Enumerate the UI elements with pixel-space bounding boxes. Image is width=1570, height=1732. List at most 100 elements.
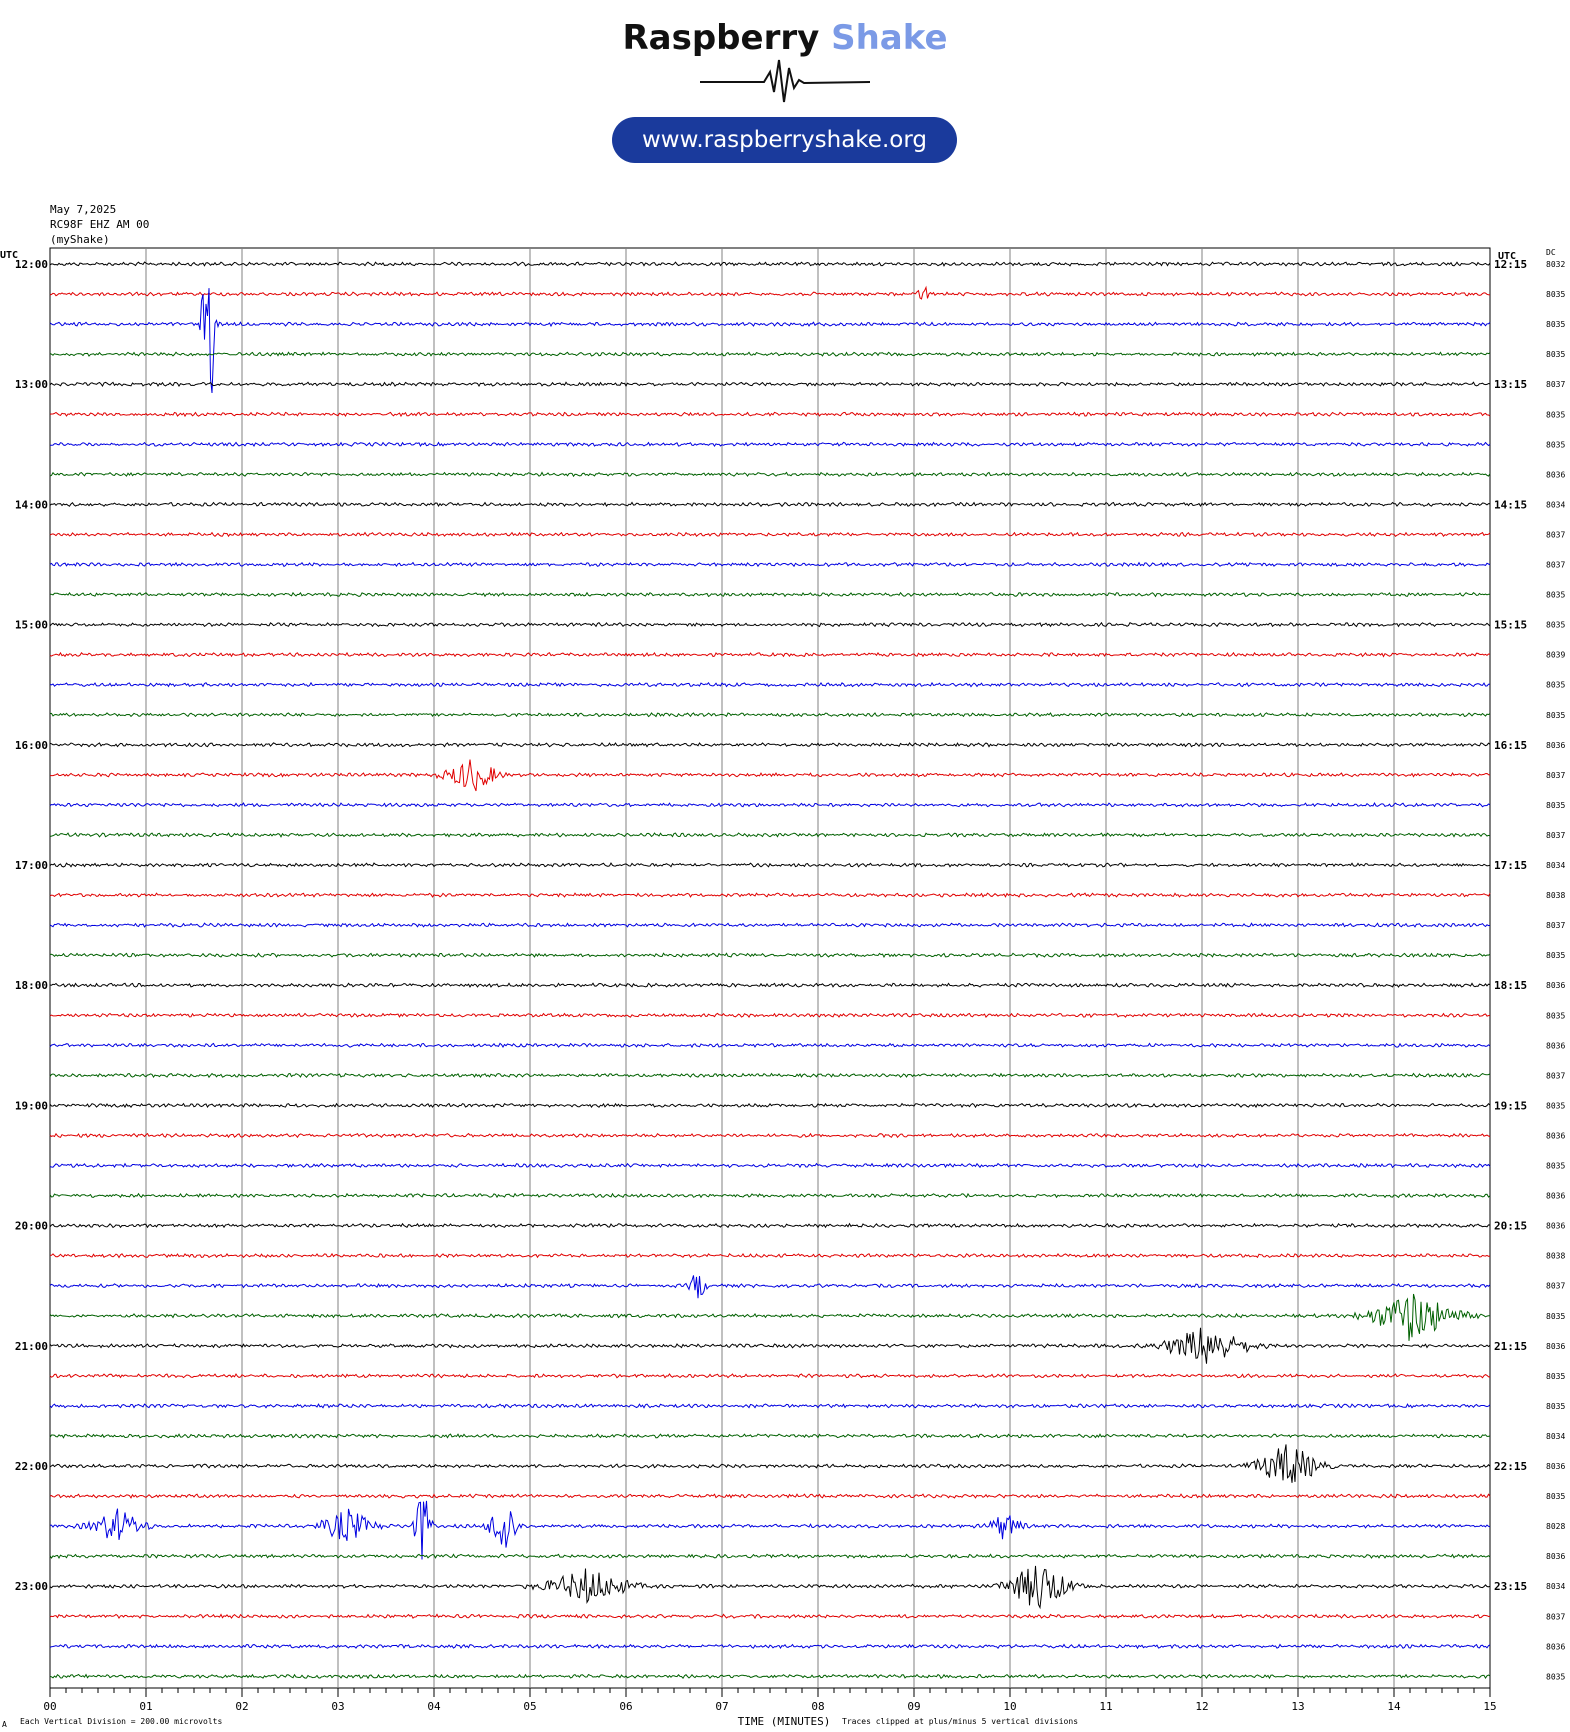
trace-line bbox=[49, 1673, 1491, 1680]
x-tick-label: 10 bbox=[1003, 1700, 1016, 1713]
trace-line bbox=[49, 1072, 1491, 1079]
trace-line bbox=[49, 681, 1491, 688]
dc-value: 8035 bbox=[1546, 410, 1565, 419]
hour-label-right: 20:15 bbox=[1494, 1220, 1527, 1233]
trace-line bbox=[49, 411, 1491, 418]
trace-line bbox=[49, 561, 1491, 568]
plot-frame bbox=[49, 247, 1491, 1689]
trace-line bbox=[49, 471, 1491, 478]
hour-label-left: 18:00 bbox=[15, 979, 48, 992]
trace-line bbox=[49, 261, 1491, 267]
x-tick-label: 12 bbox=[1195, 1700, 1208, 1713]
corner-mark: A bbox=[2, 1720, 7, 1729]
trace-line bbox=[49, 1493, 1491, 1499]
dc-value: 8032 bbox=[1546, 260, 1565, 269]
dc-value: 8036 bbox=[1546, 1222, 1565, 1231]
dc-value: 8034 bbox=[1546, 861, 1565, 870]
trace-line bbox=[49, 285, 1491, 300]
trace-line bbox=[49, 1102, 1491, 1109]
hour-label-left: 19:00 bbox=[15, 1099, 48, 1112]
dc-value: 8035 bbox=[1546, 621, 1565, 630]
trace-line bbox=[49, 1373, 1491, 1379]
dc-value: 8035 bbox=[1546, 440, 1565, 449]
seismic-traces bbox=[49, 261, 1491, 1680]
dc-value: 8037 bbox=[1546, 921, 1565, 930]
hour-label-left: 14:00 bbox=[15, 498, 48, 511]
trace-line bbox=[49, 742, 1491, 748]
dc-value: 8036 bbox=[1546, 741, 1565, 750]
hour-label-left: 20:00 bbox=[15, 1220, 48, 1233]
trace-line bbox=[49, 1403, 1491, 1409]
hour-label-left: 17:00 bbox=[15, 859, 48, 872]
dc-value: 8036 bbox=[1546, 981, 1565, 990]
dc-value: 8037 bbox=[1546, 561, 1565, 570]
x-tick-label: 05 bbox=[523, 1700, 536, 1713]
division-note: Each Vertical Division = 200.00 microvol… bbox=[20, 1717, 222, 1726]
hour-label-right: 15:15 bbox=[1494, 619, 1527, 632]
header-network: (myShake) bbox=[50, 233, 110, 246]
trace-line bbox=[49, 922, 1491, 928]
hour-label-left: 12:00 bbox=[15, 258, 48, 271]
dc-value: 8028 bbox=[1546, 1522, 1565, 1531]
dc-value: 8036 bbox=[1546, 1342, 1565, 1351]
x-tick-label: 09 bbox=[907, 1700, 920, 1713]
trace-line bbox=[49, 1565, 1491, 1610]
hour-label-right: 19:15 bbox=[1494, 1099, 1527, 1112]
brand-title: Raspberry Shake bbox=[0, 18, 1570, 58]
dc-value: 8035 bbox=[1546, 350, 1565, 359]
trace-line bbox=[50, 441, 1491, 448]
trace-line bbox=[49, 892, 1491, 898]
hour-label-right: 18:15 bbox=[1494, 979, 1527, 992]
trace-line bbox=[49, 1275, 1491, 1299]
header-station: RC98F EHZ AM 00 bbox=[50, 218, 149, 231]
dc-value: 8038 bbox=[1546, 1252, 1565, 1261]
dc-value: 8037 bbox=[1546, 1071, 1565, 1080]
dc-value: 8037 bbox=[1546, 771, 1565, 780]
dc-value: 8037 bbox=[1546, 831, 1565, 840]
dc-value: 8036 bbox=[1546, 1552, 1565, 1561]
trace-line bbox=[49, 832, 1491, 838]
trace-line bbox=[49, 1012, 1491, 1019]
hour-label-right: 17:15 bbox=[1494, 859, 1527, 872]
x-tick-label: 03 bbox=[331, 1700, 344, 1713]
hour-label-right: 23:15 bbox=[1494, 1580, 1527, 1593]
right-axis-header: UTC bbox=[1498, 251, 1516, 262]
hour-label-left: 13:00 bbox=[15, 378, 48, 391]
hour-label-left: 16:00 bbox=[15, 739, 48, 752]
axis-labels: UTC UTC DC 12:00 13:00 14:00 15:00 16:00 17:00 18… bbox=[0, 248, 1565, 1713]
trace-line bbox=[50, 759, 1491, 792]
hour-label-left: 15:00 bbox=[15, 619, 48, 632]
trace-line bbox=[49, 802, 1491, 808]
hour-label-right: 12:15 bbox=[1494, 258, 1527, 271]
trace-line bbox=[49, 381, 1491, 388]
trace-line bbox=[49, 288, 1491, 394]
dc-value: 8035 bbox=[1546, 1101, 1565, 1110]
dc-value: 8036 bbox=[1546, 1131, 1565, 1140]
dc-value: 8036 bbox=[1546, 1642, 1565, 1651]
website-url-button[interactable]: www.raspberryshake.org bbox=[612, 117, 957, 163]
dc-value: 8035 bbox=[1546, 1011, 1565, 1020]
dc-value: 8037 bbox=[1546, 380, 1565, 389]
x-tick-label: 01 bbox=[139, 1700, 152, 1713]
plot-grid bbox=[49, 247, 1491, 1697]
x-tick-label: 07 bbox=[715, 1700, 728, 1713]
dc-value: 8035 bbox=[1546, 591, 1565, 600]
trace-line bbox=[49, 1162, 1491, 1169]
trace-line bbox=[49, 1553, 1491, 1560]
trace-line bbox=[49, 1192, 1491, 1199]
x-axis-label: TIME (MINUTES) bbox=[738, 1715, 831, 1728]
x-tick-label: 04 bbox=[427, 1700, 441, 1713]
dc-value: 8035 bbox=[1546, 320, 1565, 329]
trace-line bbox=[49, 621, 1491, 628]
dc-value: 8038 bbox=[1546, 891, 1565, 900]
dc-value: 8036 bbox=[1546, 1462, 1565, 1471]
dc-value: 8035 bbox=[1546, 290, 1565, 299]
hour-label-right: 16:15 bbox=[1494, 739, 1527, 752]
trace-line bbox=[49, 1293, 1491, 1341]
hour-label-right: 22:15 bbox=[1494, 1460, 1527, 1473]
x-tick-label: 13 bbox=[1291, 1700, 1304, 1713]
seismogram-logo-icon bbox=[700, 59, 870, 103]
dc-value: 8036 bbox=[1546, 470, 1565, 479]
dc-value: 8034 bbox=[1546, 1432, 1565, 1441]
